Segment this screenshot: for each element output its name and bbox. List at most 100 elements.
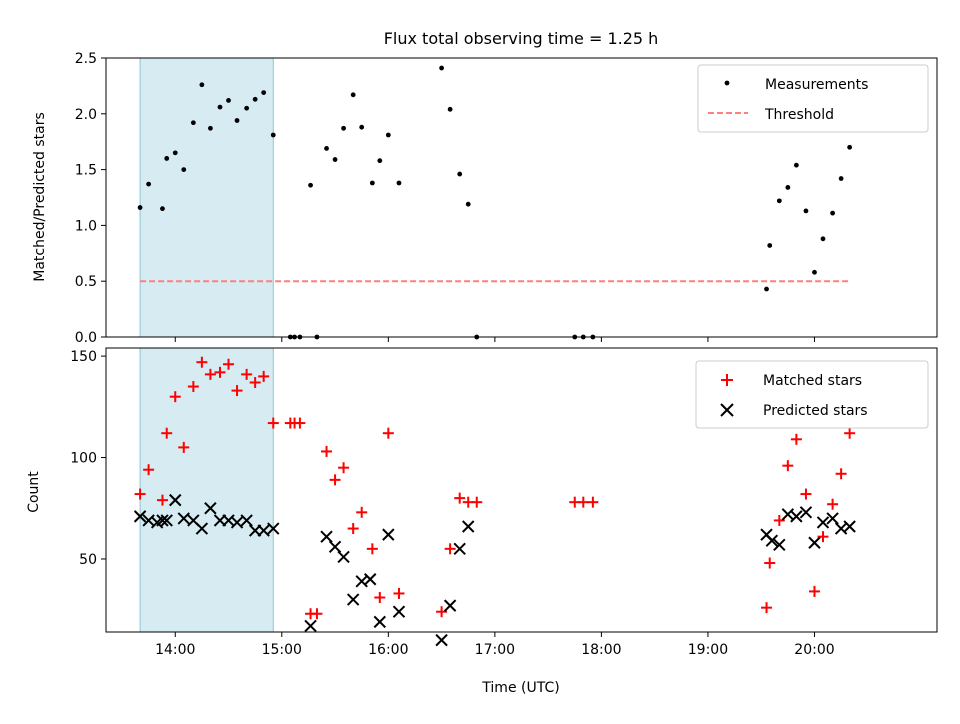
predicted-star-point <box>230 516 244 529</box>
matched-star-point <box>374 592 386 604</box>
matched-star-point <box>808 585 820 597</box>
matched-star-point <box>790 433 802 445</box>
predicted-star-point <box>453 542 466 556</box>
measurement-point <box>465 201 471 207</box>
predicted-star-point <box>364 573 377 586</box>
matched-star-point <box>156 494 168 506</box>
measurement-point <box>341 125 346 131</box>
matched-star-point <box>835 468 847 480</box>
matched-star-point <box>827 498 839 510</box>
predicted-star-point <box>267 522 280 535</box>
predicted-star-point <box>765 534 779 547</box>
matched-star-point <box>223 358 235 370</box>
ratio-legend-box <box>697 64 929 133</box>
predicted-star-point <box>382 528 395 541</box>
predicted-star-point <box>133 510 147 523</box>
matched-star-point <box>471 496 483 508</box>
predicted-star-point <box>799 506 813 519</box>
y-tick-label: 2.0 <box>75 107 97 123</box>
y-tick-label: 50 <box>79 552 97 568</box>
matched-star-point <box>241 368 253 380</box>
count-panel: 14:00 15:00 16:00 17:00 18:00 19:00 20:00 50 100… <box>26 347 938 696</box>
predicted-star-point <box>462 520 475 533</box>
measurement-point <box>332 157 338 162</box>
predicted-star-point <box>204 502 217 515</box>
matched-star-point <box>782 460 794 472</box>
measurement-point <box>324 145 329 151</box>
matched-star-point <box>347 523 359 535</box>
measurement-point <box>820 236 826 242</box>
observing-span-highlight <box>139 57 274 338</box>
measurement-point <box>359 124 365 130</box>
x-tick-label: 20:00 <box>794 642 834 658</box>
y-tick-label: 0.0 <box>75 330 97 346</box>
predicted-star-point <box>808 536 821 549</box>
predicted-star-point <box>826 512 839 525</box>
matched-star-point <box>196 356 208 368</box>
legend-threshold-label: Threshold <box>764 107 834 123</box>
matched-star-point <box>577 496 589 508</box>
measurement-point <box>369 180 375 186</box>
predicted-star-point <box>169 493 182 507</box>
matched-star-point <box>321 445 333 457</box>
measurement-point <box>146 181 152 187</box>
predicted-star-point <box>320 530 333 543</box>
measurement-point <box>785 185 791 190</box>
predicted-star-point <box>435 633 448 647</box>
predicted-star-point <box>304 619 317 633</box>
measurement-point <box>396 180 402 186</box>
y-tick-label: 1.0 <box>75 218 97 234</box>
ratio-y-axis-label: Matched/Predicted stars <box>32 112 48 282</box>
measurement-point <box>234 118 240 123</box>
measurement-point <box>244 105 250 111</box>
count-legend-box <box>695 360 929 429</box>
x-tick-label: 16:00 <box>368 642 408 658</box>
count-legend: Matched stars Predicted stars <box>695 360 929 429</box>
measurement-point <box>350 92 356 98</box>
predicted-star-point <box>257 524 270 537</box>
x-tick-label: 15:00 <box>262 642 302 658</box>
measurement-point <box>385 132 391 138</box>
predicted-star-point <box>373 615 387 629</box>
measurement-point <box>457 171 463 177</box>
y-tick-label: 150 <box>70 349 97 365</box>
legend-matched-marker <box>721 374 733 386</box>
measurement-point <box>199 82 205 88</box>
matched-star-point <box>329 474 341 486</box>
measurement-point <box>270 132 276 138</box>
matched-star-point <box>178 441 190 453</box>
measurement-point <box>838 176 844 181</box>
matched-star-point <box>214 366 226 378</box>
measurement-point <box>217 104 223 110</box>
measurement-point <box>830 210 835 216</box>
matched-star-point <box>338 462 350 474</box>
predicted-star-point <box>346 593 360 606</box>
matched-star-point <box>800 488 812 500</box>
matched-star-point <box>356 506 368 518</box>
matched-star-point <box>764 557 776 569</box>
predicted-star-point <box>790 510 803 523</box>
legend-predicted-label: Predicted stars <box>763 403 868 419</box>
matched-star-point <box>134 488 146 500</box>
measurement-point <box>181 167 187 173</box>
matched-star-point <box>761 602 773 614</box>
matched-star-point <box>143 464 155 476</box>
chart-title: Flux total observing time = 1.25 h <box>384 29 659 48</box>
measurement-point <box>767 243 773 248</box>
matched-star-point <box>393 587 405 599</box>
matched-star-point <box>231 385 243 397</box>
matched-star-point <box>204 368 216 380</box>
matched-star-point <box>294 417 306 429</box>
matched-star-point <box>311 608 323 620</box>
y-tick-label: 1.5 <box>75 163 97 179</box>
y-tick-label: 0.5 <box>75 274 97 290</box>
matched-star-point <box>587 496 599 508</box>
measurement-point <box>439 65 444 71</box>
predicted-star-point <box>240 514 253 527</box>
ratio-legend: Measurements Threshold <box>697 64 929 133</box>
predicted-star-point <box>816 516 830 529</box>
measurement-point <box>160 206 165 212</box>
matched-star-point <box>454 492 466 504</box>
predicted-star-point <box>443 599 457 612</box>
measurement-point <box>812 269 817 275</box>
